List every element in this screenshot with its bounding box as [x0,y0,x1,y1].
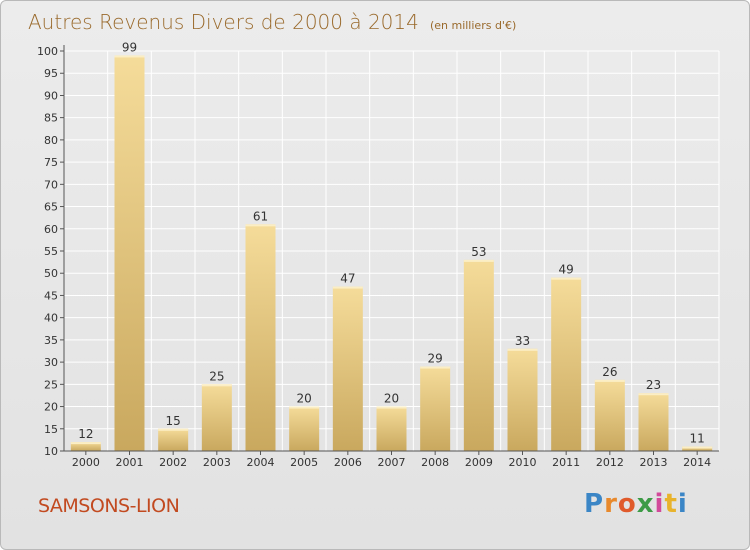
bar-value-label: 47 [340,272,355,286]
y-tick-label: 10 [44,445,58,458]
bar-value-label: 49 [559,263,574,277]
x-tick-label: 2004 [247,456,275,469]
bar-highlight [420,366,451,369]
x-tick-label: 2005 [290,456,318,469]
bar-highlight [158,428,189,431]
y-tick-label: 50 [44,267,58,280]
x-tick-label: 2013 [640,456,668,469]
bar-highlight [376,406,407,409]
logo-letter: o [617,489,637,519]
x-tick-label: 2007 [378,456,406,469]
logo-letter: i [677,489,688,519]
chart-title-text: Autres Revenus Divers de 2000 à 2014 [28,10,419,34]
chart-title: Autres Revenus Divers de 2000 à 2014 (en… [28,10,516,34]
bar-highlight [551,277,582,280]
y-tick-label: 60 [44,223,58,236]
bar-value-label: 29 [428,352,443,366]
bar [114,55,145,451]
bar [201,384,232,451]
bar [376,406,407,451]
x-tick-label: 2001 [116,456,144,469]
y-tick-label: 75 [44,156,58,169]
bar-highlight [201,384,232,387]
bar [638,393,669,451]
proxiti-logo: Proxiti [584,489,688,519]
x-tick-label: 2008 [421,456,449,469]
x-tick-label: 2014 [683,456,711,469]
bar-highlight [638,393,669,396]
x-tick-label: 2000 [72,456,100,469]
bar-highlight [114,55,145,58]
y-tick-label: 20 [44,401,58,414]
bar-value-label: 53 [471,245,486,259]
x-tick-label: 2002 [159,456,187,469]
bar-value-label: 15 [166,414,181,428]
x-tick-label: 2010 [509,456,537,469]
bar [507,348,538,451]
y-tick-label: 45 [44,289,58,302]
bar-value-label: 20 [384,392,399,406]
bar-value-label: 99 [122,40,137,54]
y-tick-label: 90 [44,89,58,102]
logo-letter: x [636,489,655,519]
bar [551,277,582,451]
x-tick-label: 2011 [552,456,580,469]
y-tick-label: 95 [44,67,58,80]
x-tick-label: 2003 [203,456,231,469]
bar-value-label: 61 [253,209,268,223]
x-tick-label: 2012 [596,456,624,469]
y-tick-label: 15 [44,423,58,436]
y-tick-label: 65 [44,201,58,214]
y-tick-label: 55 [44,245,58,258]
y-tick-label: 40 [44,312,58,325]
bar [594,379,625,451]
bar-value-label: 25 [209,369,224,383]
y-tick-label: 25 [44,378,58,391]
bar [682,446,713,451]
bar [420,366,451,451]
bar-value-label: 11 [690,432,705,446]
bar-highlight [289,406,320,409]
chart-unit: (en milliers d'€) [429,19,517,32]
bar-highlight [245,224,276,227]
logo-letter: t [664,489,678,519]
x-tick-label: 2006 [334,456,362,469]
y-tick-label: 80 [44,134,58,147]
logo-letter: r [604,489,618,519]
bar [245,224,276,451]
bar-highlight [682,446,713,449]
bar-value-label: 12 [78,427,93,441]
y-tick-label: 30 [44,356,58,369]
y-tick-label: 35 [44,334,58,347]
bar [158,428,189,451]
bar-value-label: 20 [297,392,312,406]
logo-letter: P [584,489,605,519]
bar [70,442,101,451]
y-tick-label: 70 [44,178,58,191]
bar-highlight [70,442,101,445]
bar-highlight [463,259,494,262]
bar-value-label: 33 [515,334,530,348]
x-tick-label: 2009 [465,456,493,469]
y-tick-label: 85 [44,112,58,125]
bar-highlight [507,348,538,351]
bar-value-label: 26 [602,365,617,379]
bar-highlight [594,379,625,382]
bar [463,259,494,451]
logo-letter: i [654,489,665,519]
bar-highlight [332,286,363,289]
bar [332,286,363,451]
bar [289,406,320,451]
y-tick-label: 100 [37,45,58,58]
commune-name: SAMSONS-LION [38,495,180,517]
bar-value-label: 23 [646,378,661,392]
